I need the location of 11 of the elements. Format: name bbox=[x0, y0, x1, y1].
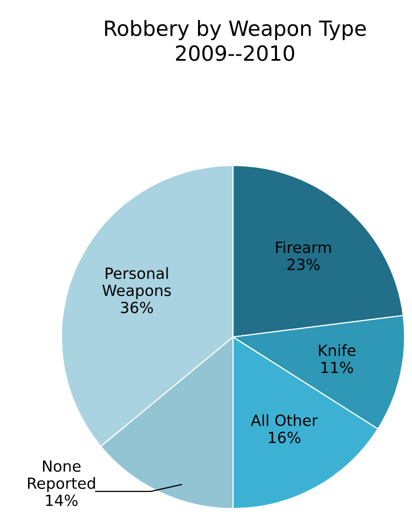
data-label: 14% bbox=[46, 494, 78, 506]
slice-label: Personal Weapons bbox=[102, 267, 171, 300]
data-label: 11% bbox=[322, 362, 353, 374]
slice-label: None Reported bbox=[28, 460, 95, 492]
data-label: 16% bbox=[268, 432, 300, 444]
slice-label: All Other bbox=[250, 414, 318, 426]
data-label: 23% bbox=[287, 258, 320, 270]
chart-title: Robbery by Weapon Type 2009--2010 bbox=[105, 20, 366, 62]
slice-label: Firearm bbox=[276, 241, 331, 254]
slice-label: Knife bbox=[318, 344, 356, 356]
data-label: 36% bbox=[120, 302, 153, 314]
